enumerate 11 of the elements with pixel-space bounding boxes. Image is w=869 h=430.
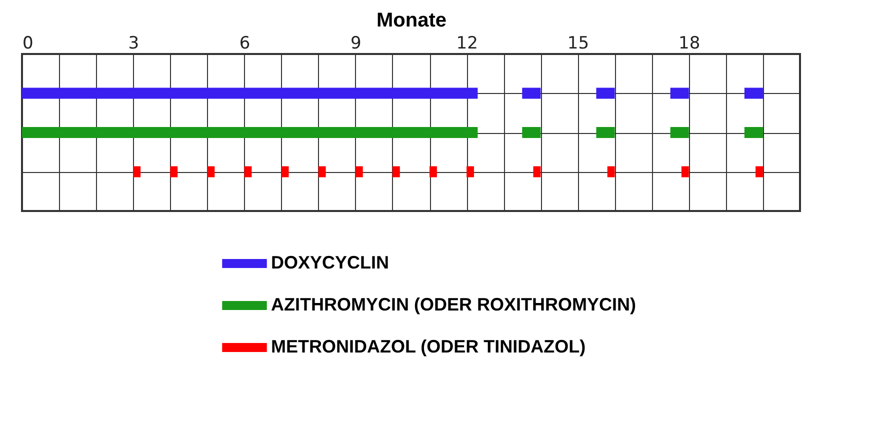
x-tick-label: 3 bbox=[128, 34, 140, 54]
x-tick-label: 0 bbox=[22, 34, 34, 54]
legend-label: METRONIDAZOL (ODER TINIDAZOL) bbox=[271, 336, 586, 356]
x-tick-label: 12 bbox=[456, 34, 478, 54]
legend-label: AZITHROMYCIN (ODER ROXITHROMYCIN) bbox=[271, 294, 636, 314]
legend-label: DOXYCYCLIN bbox=[271, 252, 390, 272]
x-tick-label: 15 bbox=[567, 34, 590, 54]
x-tick-label: 6 bbox=[239, 34, 250, 54]
x-axis-title: Monate bbox=[376, 10, 446, 32]
x-tick-label: 18 bbox=[678, 34, 700, 54]
x-tick-label: 9 bbox=[350, 34, 362, 54]
